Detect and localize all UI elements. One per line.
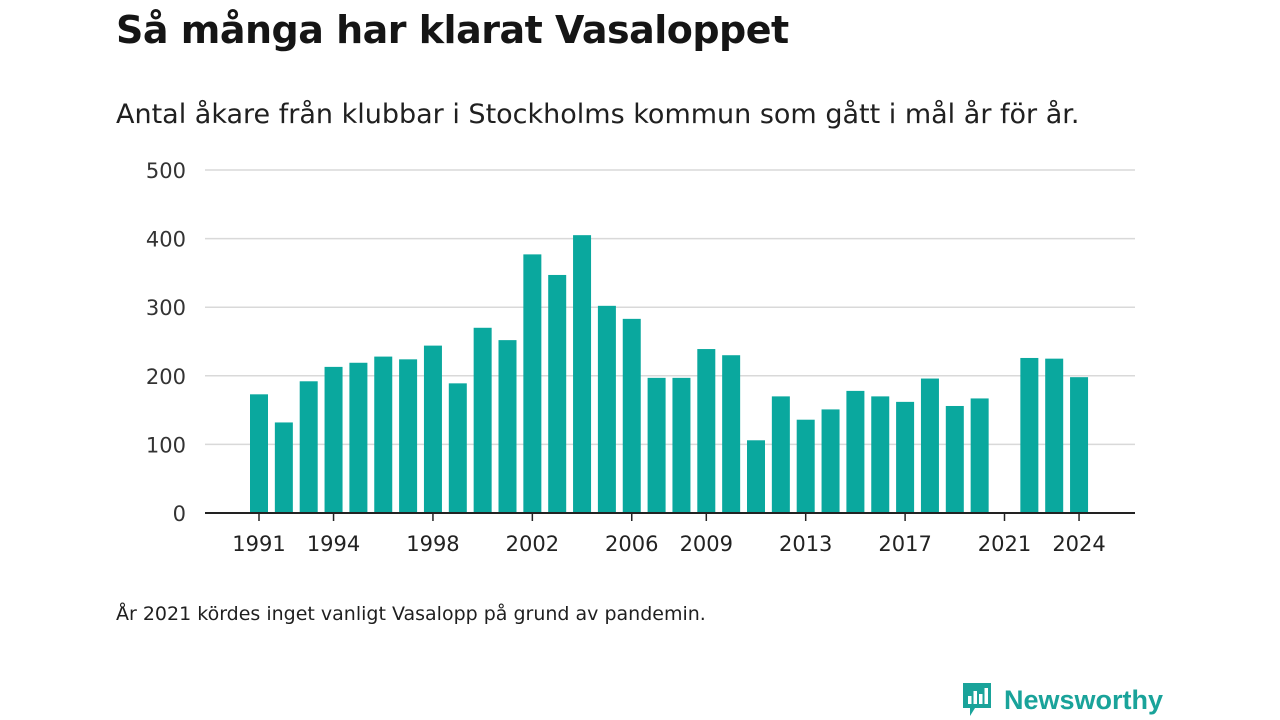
x-tick-label: 1998: [406, 532, 459, 556]
newsworthy-logo: Newsworthy: [960, 680, 1163, 720]
bar-2005: [597, 305, 616, 513]
bar-1991: [250, 394, 268, 513]
chart-subtitle: Antal åkare från klubbar i Stockholms ko…: [116, 99, 1080, 130]
bar-2020: [970, 398, 989, 513]
y-tick-label: 200: [146, 365, 186, 389]
bar-1995: [349, 362, 368, 513]
bar-2007: [647, 377, 666, 513]
x-tick-label: 2021: [978, 532, 1031, 556]
bar-2013: [796, 419, 815, 513]
y-tick-label: 100: [146, 433, 186, 457]
bar-1996: [374, 356, 393, 513]
bar-2003: [548, 274, 567, 513]
bar-2001: [498, 340, 517, 513]
x-tick-label: 2002: [506, 532, 559, 556]
bar-2009: [697, 349, 716, 513]
bar-2006: [622, 318, 641, 513]
bar-2004: [573, 235, 592, 514]
y-tick-label: 400: [146, 228, 186, 252]
bar-2002: [523, 254, 542, 514]
bar-2015: [846, 390, 865, 513]
bar-2008: [672, 377, 691, 513]
x-tick-label: 2006: [605, 532, 658, 556]
bar-2022: [1020, 357, 1039, 513]
x-tick-label: 1994: [307, 532, 360, 556]
footnote: År 2021 kördes inget vanligt Vasalopp på…: [116, 603, 706, 625]
bar-2023: [1045, 358, 1064, 513]
x-tick-label: 2024: [1052, 532, 1105, 556]
chart-title: Så många har klarat Vasaloppet: [116, 8, 789, 52]
bar-2012: [771, 396, 790, 513]
bar-2000: [473, 327, 492, 513]
bar-2024: [1070, 377, 1089, 513]
bar-1992: [274, 422, 293, 513]
bar-1993: [299, 381, 318, 513]
brand-name: Newsworthy: [1004, 684, 1164, 715]
bar-1999: [448, 383, 467, 513]
bar-1997: [399, 359, 418, 513]
bar-2019: [945, 405, 964, 513]
y-tick-label: 0: [173, 502, 186, 526]
bar-2018: [920, 378, 939, 513]
x-tick-label: 2009: [680, 532, 733, 556]
bar-2011: [747, 440, 765, 513]
x-tick-label: 1991: [232, 532, 285, 556]
bar-2014: [821, 409, 840, 513]
newsworthy-logo-icon: [963, 683, 991, 716]
bar-1994: [324, 366, 343, 513]
x-tick-label: 2013: [779, 532, 832, 556]
bar-2016: [871, 396, 890, 513]
y-tick-label: 300: [146, 296, 186, 320]
bar-2017: [896, 401, 915, 513]
bar-1998: [423, 345, 442, 513]
y-tick-label: 500: [146, 159, 186, 183]
x-tick-label: 2017: [878, 532, 931, 556]
bar-2010: [722, 355, 741, 513]
